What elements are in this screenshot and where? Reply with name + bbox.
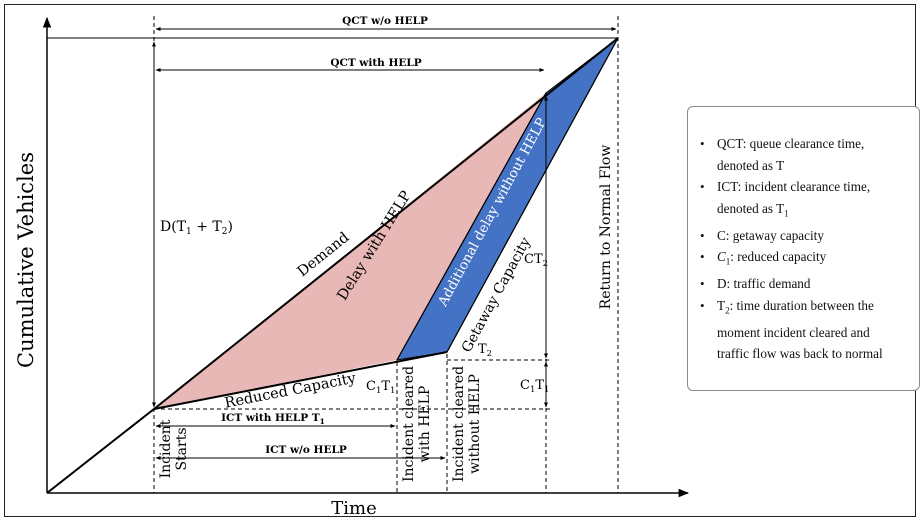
svg-text:QCT with HELP: QCT with HELP xyxy=(330,57,421,69)
legend-item-qct: QCT: queue clearance time, denoted as T xyxy=(696,133,913,176)
y-axis-label: Cumulative Vehicles xyxy=(14,152,38,368)
demand-line-lower xyxy=(46,408,155,494)
incident-starts-line2: Starts xyxy=(174,427,190,470)
svg-text:Incident cleared: Incident cleared xyxy=(451,366,467,482)
getaway-line-nohelp xyxy=(446,37,619,353)
svg-text:with HELP: with HELP xyxy=(417,386,433,463)
svg-text:Starts: Starts xyxy=(174,427,190,470)
legend-item-t2: T2: time duration between the moment inc… xyxy=(696,295,913,365)
ict-with-help-label: ICT with HELP T xyxy=(221,412,320,424)
t2-label: T xyxy=(478,342,487,357)
legend-item-c: C: getaway capacity xyxy=(696,225,913,247)
cleared-nohelp-line2: without HELP xyxy=(467,374,483,474)
demand-line xyxy=(153,37,619,410)
svg-text:Time: Time xyxy=(331,498,376,519)
return-normal-label: Return to Normal Flow xyxy=(598,145,614,310)
qct-with-help-label: QCT with HELP xyxy=(330,57,421,69)
ict-without-help-label: ICT w/o HELP xyxy=(265,444,347,456)
legend-item-c1: C1: reduced capacity xyxy=(696,246,913,273)
ct2-label: CT xyxy=(524,252,543,267)
x-axis-label: Time xyxy=(331,498,376,519)
qct-without-help-label: QCT w/o HELP xyxy=(342,15,428,27)
reduced-capacity-line xyxy=(153,351,448,410)
c1t1-right-label: C xyxy=(520,378,530,393)
getaway-line-help xyxy=(396,92,547,361)
svg-text:QCT w/o HELP: QCT w/o HELP xyxy=(342,15,428,27)
svg-text:C1T1: C1T1 xyxy=(520,378,549,395)
c1t1-left-label: C xyxy=(366,379,376,394)
svg-text:Incident: Incident xyxy=(158,419,174,478)
cleared-help-line1: Incident cleared xyxy=(401,366,417,482)
legend-item-d: D: traffic demand xyxy=(696,273,913,295)
incident-starts-line1: Incident xyxy=(158,419,174,478)
svg-text:Incident cleared: Incident cleared xyxy=(401,366,417,482)
svg-text:Cumulative Vehicles: Cumulative Vehicles xyxy=(14,152,38,368)
svg-text:Return to Normal Flow: Return to Normal Flow xyxy=(598,145,614,310)
svg-text:ICT w/o HELP: ICT w/o HELP xyxy=(265,444,347,456)
svg-text:CT2: CT2 xyxy=(524,252,548,269)
definitions-legend: QCT: queue clearance time, denoted as T … xyxy=(687,106,920,391)
d-label: D(T xyxy=(160,219,187,235)
svg-text:T2: T2 xyxy=(478,342,492,359)
cleared-nohelp-line1: Incident cleared xyxy=(451,366,467,482)
cleared-help-line2: with HELP xyxy=(417,386,433,463)
svg-text:D(T1 + T2): D(T1 + T2) xyxy=(160,219,233,237)
svg-text:ICT with HELP T1: ICT with HELP T1 xyxy=(221,412,325,426)
svg-text:without HELP: without HELP xyxy=(467,374,483,474)
svg-text:C1T1: C1T1 xyxy=(366,379,395,396)
legend-item-ict: ICT: incident clearance time, denoted as… xyxy=(696,176,913,225)
